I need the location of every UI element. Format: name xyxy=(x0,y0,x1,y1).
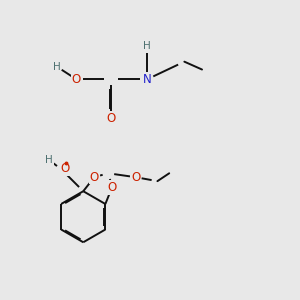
Text: H: H xyxy=(53,61,61,72)
Text: H: H xyxy=(143,41,151,51)
Text: O: O xyxy=(60,162,69,175)
Text: O: O xyxy=(131,171,140,184)
Text: N: N xyxy=(143,73,152,86)
Text: O: O xyxy=(72,73,81,86)
Text: H: H xyxy=(45,155,53,165)
Text: O: O xyxy=(106,112,116,125)
Text: O: O xyxy=(90,170,99,184)
Text: O: O xyxy=(107,181,117,194)
